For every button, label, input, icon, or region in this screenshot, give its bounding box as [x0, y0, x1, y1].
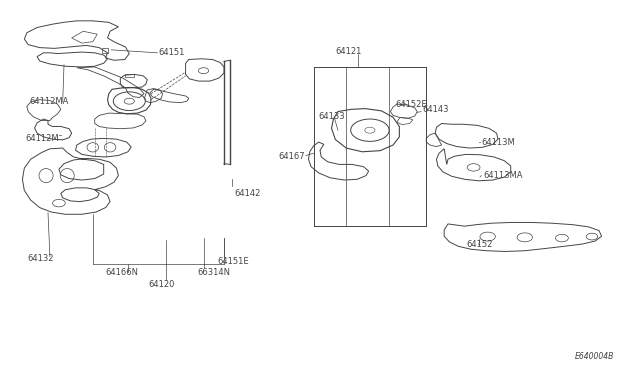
Text: 64151: 64151: [159, 48, 185, 57]
Text: 64143: 64143: [422, 105, 449, 114]
Text: 64166N: 64166N: [106, 268, 139, 277]
Text: 64132: 64132: [27, 254, 53, 263]
Text: 64152E: 64152E: [396, 100, 427, 109]
Text: 64112MA: 64112MA: [29, 97, 69, 106]
Text: 64121: 64121: [335, 47, 362, 56]
Text: 64113MA: 64113MA: [483, 171, 523, 180]
Text: 64113M: 64113M: [481, 138, 515, 147]
Text: 64112M: 64112M: [26, 134, 60, 143]
Text: 64120: 64120: [148, 280, 175, 289]
Text: 66314N: 66314N: [197, 268, 230, 277]
Text: E640004B: E640004B: [575, 352, 614, 361]
Text: 64152: 64152: [466, 240, 492, 249]
Text: 64151E: 64151E: [218, 257, 249, 266]
Text: 64167: 64167: [278, 152, 305, 161]
Text: 64133: 64133: [319, 112, 346, 121]
Text: 64142: 64142: [234, 189, 260, 198]
